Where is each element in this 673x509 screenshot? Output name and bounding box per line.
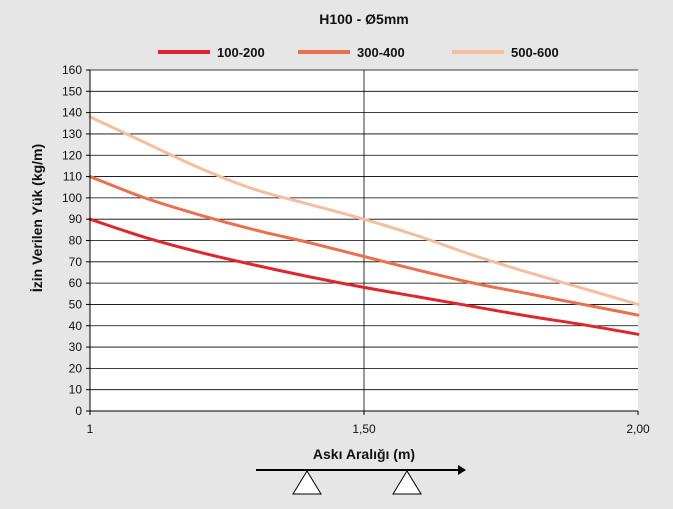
series-line-100-200 bbox=[88, 217, 640, 336]
y-tick-label: 0 bbox=[75, 404, 82, 418]
x-axis-label: Askı Aralığı (m) bbox=[313, 446, 415, 462]
y-tick-label: 10 bbox=[69, 383, 83, 397]
y-tick-label: 110 bbox=[63, 170, 82, 184]
y-tick-label: 60 bbox=[69, 276, 83, 290]
y-tick-label: 50 bbox=[69, 297, 83, 311]
y-tick-label: 70 bbox=[69, 255, 83, 269]
y-tick-label: 130 bbox=[62, 127, 82, 141]
series-line-500-600 bbox=[88, 115, 640, 306]
y-tick-label: 40 bbox=[69, 319, 83, 333]
y-tick-label: 30 bbox=[69, 340, 83, 354]
chart-title: H100 - Ø5mm bbox=[319, 11, 408, 27]
y-tick-label: 90 bbox=[69, 212, 83, 226]
legend-label: 100-200 bbox=[217, 45, 265, 60]
support-triangle-icon bbox=[292, 470, 322, 495]
x-tick-label: 1,50 bbox=[352, 422, 376, 436]
support-triangle-icon bbox=[392, 470, 422, 495]
y-tick-label: 80 bbox=[69, 234, 83, 248]
x-tick-label: 1 bbox=[87, 422, 94, 436]
y-tick-label: 120 bbox=[62, 148, 82, 162]
legend-label: 500-600 bbox=[511, 45, 559, 60]
y-tick-label: 20 bbox=[69, 361, 83, 375]
y-tick-label: 100 bbox=[62, 191, 82, 205]
y-axis-label: İzin Verilen Yük (kg/m) bbox=[29, 144, 45, 292]
series-line-300-400 bbox=[88, 175, 640, 317]
y-tick-label: 140 bbox=[62, 106, 82, 120]
legend-label: 300-400 bbox=[357, 45, 405, 60]
y-tick-label: 160 bbox=[62, 63, 82, 77]
y-tick-label: 150 bbox=[62, 84, 82, 98]
x-tick-label: 2,00 bbox=[626, 422, 650, 436]
arrow-head-icon bbox=[458, 465, 466, 475]
